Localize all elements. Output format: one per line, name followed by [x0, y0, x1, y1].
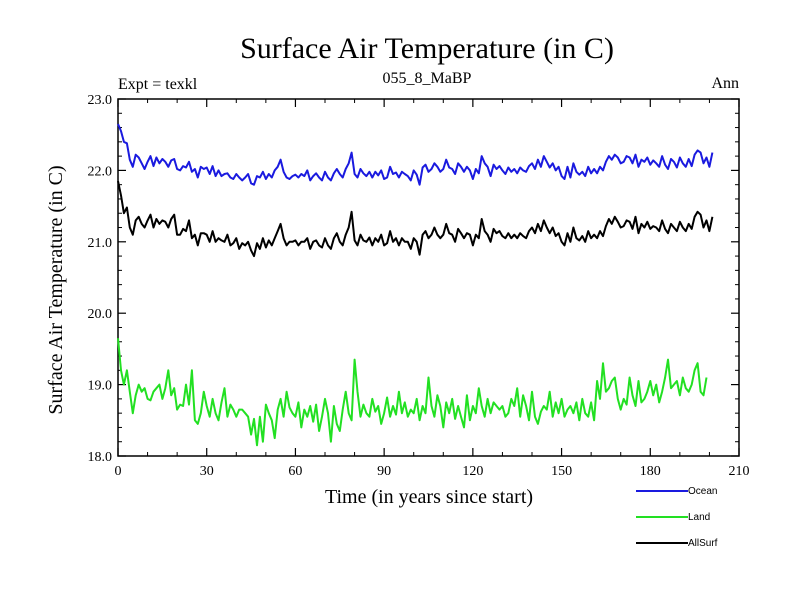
x-tick-label: 60: [288, 464, 302, 479]
series-line-allsurf: [117, 180, 714, 258]
y-tick-label: 21.0: [88, 236, 113, 251]
x-tick-label: 150: [551, 464, 572, 479]
y-tick-label: 23.0: [88, 93, 113, 108]
series-group: [117, 123, 714, 447]
x-tick-label: 90: [377, 464, 391, 479]
y-tick-label: 20.0: [88, 307, 113, 322]
series-line-ocean: [117, 123, 714, 186]
y-tick-label: 19.0: [88, 379, 113, 394]
axes: 0 30 60 90 120 150 180 210 18.0 19.0 20.0 21.0 22.0 2…: [88, 93, 750, 479]
legend: Ocean Land AllSurf: [636, 486, 718, 549]
chart-title: Surface Air Temperature (in C): [240, 32, 614, 65]
x-tick-label: 120: [462, 464, 483, 479]
x-tick-label: 0: [115, 464, 122, 479]
y-axis-label: Surface Air Temperature (in C): [45, 165, 67, 414]
plot-frame: [117, 98, 740, 457]
chart-subtitle: 055_8_MaBP: [383, 70, 472, 87]
legend-label-allsurf: AllSurf: [688, 538, 718, 549]
series-line-land: [117, 338, 708, 447]
season-label: Ann: [711, 75, 739, 92]
expt-label: Expt = texkl: [118, 76, 198, 93]
legend-label-land: Land: [688, 512, 710, 523]
y-tick-label: 18.0: [88, 450, 113, 465]
x-tick-label: 180: [640, 464, 661, 479]
legend-label-ocean: Ocean: [688, 486, 717, 497]
x-tick-label: 30: [200, 464, 214, 479]
y-tick-label: 22.0: [88, 164, 113, 179]
x-tick-label: 210: [729, 464, 750, 479]
x-axis-label: Time (in years since start): [325, 486, 533, 508]
